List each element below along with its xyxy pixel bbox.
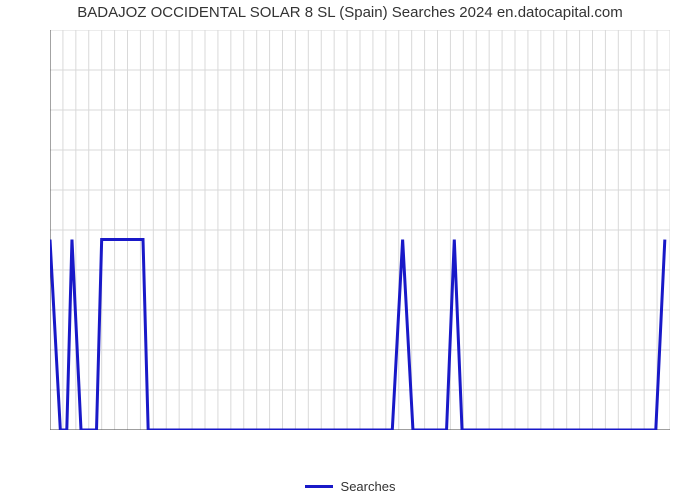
legend-label: Searches: [341, 479, 396, 494]
legend: Searches: [0, 479, 700, 494]
chart-title: BADAJOZ OCCIDENTAL SOLAR 8 SL (Spain) Se…: [0, 4, 700, 21]
chart-plot: 012 711121210222014201520162017: [50, 30, 670, 430]
series: [50, 240, 665, 430]
gridlines: [50, 30, 670, 430]
chart-container: BADAJOZ OCCIDENTAL SOLAR 8 SL (Spain) Se…: [0, 0, 700, 500]
legend-swatch: [305, 485, 333, 488]
